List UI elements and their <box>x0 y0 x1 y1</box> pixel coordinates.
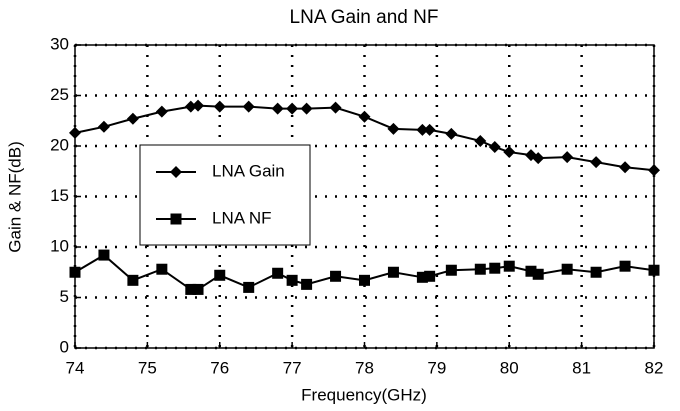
marker <box>423 123 436 136</box>
marker <box>69 126 81 139</box>
marker <box>214 269 226 281</box>
legend-box <box>139 144 311 246</box>
y-tick-label: 15 <box>50 186 69 205</box>
marker <box>503 146 516 159</box>
marker <box>155 105 168 118</box>
marker <box>127 274 139 286</box>
marker <box>359 274 370 286</box>
plot-frame <box>74 44 655 349</box>
marker <box>590 266 602 278</box>
marker <box>619 161 632 174</box>
marker <box>358 110 371 123</box>
marker <box>416 271 428 283</box>
marker <box>271 102 284 115</box>
chart-title: LNA Gain and NF <box>290 7 439 28</box>
marker <box>69 266 81 278</box>
x-tick-label: 74 <box>66 358 85 377</box>
marker <box>170 213 182 225</box>
legend-label: LNA NF <box>212 208 272 227</box>
legend: LNA Gain LNA NF <box>139 144 311 246</box>
marker <box>98 249 110 261</box>
x-axis-label: Frequency(GHz) <box>301 385 427 404</box>
marker <box>489 262 501 274</box>
marker <box>387 266 399 278</box>
marker <box>503 260 515 272</box>
marker <box>192 99 205 112</box>
legend-label: LNA Gain <box>212 161 285 180</box>
marker <box>474 263 486 275</box>
marker <box>126 112 139 125</box>
marker <box>416 123 429 136</box>
x-tick-label: 76 <box>210 358 229 377</box>
marker <box>648 264 660 276</box>
marker <box>532 268 544 280</box>
marker <box>301 278 313 290</box>
marker <box>213 100 226 113</box>
marker <box>387 122 400 135</box>
marker <box>185 283 197 295</box>
marker <box>474 134 487 147</box>
marker <box>561 151 574 164</box>
marker <box>170 166 182 178</box>
marker <box>300 102 313 115</box>
marker <box>330 270 342 282</box>
y-tick-label: 20 <box>50 135 69 154</box>
y-tick-label: 0 <box>60 337 69 356</box>
marker <box>648 164 660 177</box>
marker <box>243 281 255 293</box>
marker <box>525 265 537 277</box>
marker <box>97 120 110 133</box>
marker <box>532 152 545 165</box>
y-axis-label: Gain & NF(dB) <box>5 141 24 252</box>
marker <box>184 100 197 113</box>
marker <box>445 264 457 276</box>
marker <box>286 274 298 286</box>
marker <box>272 267 284 279</box>
y-tick-label: 25 <box>50 85 69 104</box>
marker <box>561 263 573 275</box>
x-tick-label: 75 <box>138 358 157 377</box>
marker <box>242 100 255 113</box>
marker <box>590 156 603 169</box>
marker <box>424 270 436 282</box>
marker <box>445 127 458 140</box>
x-tick-label: 82 <box>645 358 664 377</box>
y-tick-label: 30 <box>50 34 69 53</box>
marker <box>192 283 204 295</box>
y-tick-label: 10 <box>50 236 69 255</box>
marker <box>619 260 631 272</box>
x-tick-label: 81 <box>572 358 591 377</box>
x-tick-label: 78 <box>355 358 374 377</box>
marker <box>488 141 501 154</box>
x-tick-label: 77 <box>283 358 302 377</box>
x-tick-label: 79 <box>427 358 446 377</box>
marker <box>329 101 342 114</box>
marker <box>286 102 299 115</box>
marker <box>156 263 168 275</box>
x-tick-label: 80 <box>500 358 519 377</box>
y-tick-label: 5 <box>60 287 69 306</box>
